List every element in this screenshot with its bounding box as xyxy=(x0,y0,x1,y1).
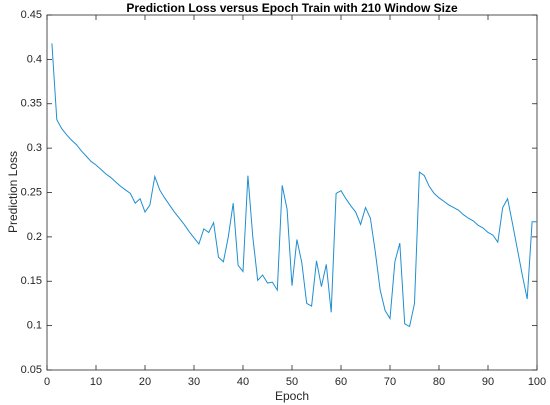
y-tick-label: 0.4 xyxy=(27,53,42,65)
y-tick-label: 0.25 xyxy=(21,186,42,198)
x-tick-label: 10 xyxy=(90,376,102,388)
x-tick-label: 80 xyxy=(433,376,445,388)
x-tick-label: 40 xyxy=(237,376,249,388)
y-tick-label: 0.2 xyxy=(27,231,42,243)
y-tick-label: 0.15 xyxy=(21,275,42,287)
x-tick-label: 100 xyxy=(528,376,546,388)
data-line xyxy=(51,43,537,328)
x-tick-label: 50 xyxy=(286,376,298,388)
x-tick-label: 70 xyxy=(384,376,396,388)
y-axis-label: Prediction Loss xyxy=(6,151,20,233)
x-tick-label: 20 xyxy=(139,376,151,388)
y-tick-label: 0.05 xyxy=(21,364,42,376)
y-tick-label: 0.35 xyxy=(21,98,42,110)
y-tick-label: 0.45 xyxy=(21,9,42,21)
x-tick-label: 30 xyxy=(188,376,200,388)
x-tick-label: 90 xyxy=(482,376,494,388)
chart-title: Prediction Loss versus Epoch Train with … xyxy=(126,1,458,15)
y-tick-label: 0.1 xyxy=(27,320,42,332)
y-tick-label: 0.3 xyxy=(27,142,42,154)
x-tick-label: 60 xyxy=(335,376,347,388)
x-axis-label: Epoch xyxy=(275,389,309,403)
x-tick-label: 0 xyxy=(44,376,50,388)
plot-frame xyxy=(46,14,538,371)
